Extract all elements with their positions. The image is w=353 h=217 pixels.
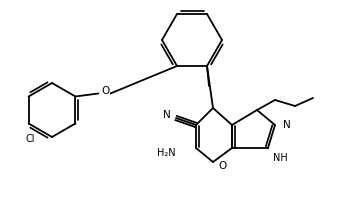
Text: N: N [163, 110, 171, 120]
Text: O: O [218, 161, 226, 171]
Text: NH: NH [273, 153, 288, 163]
Text: Cl: Cl [26, 133, 35, 143]
Text: N: N [283, 120, 291, 130]
Text: H₂N: H₂N [157, 148, 176, 158]
Text: O: O [101, 87, 109, 97]
